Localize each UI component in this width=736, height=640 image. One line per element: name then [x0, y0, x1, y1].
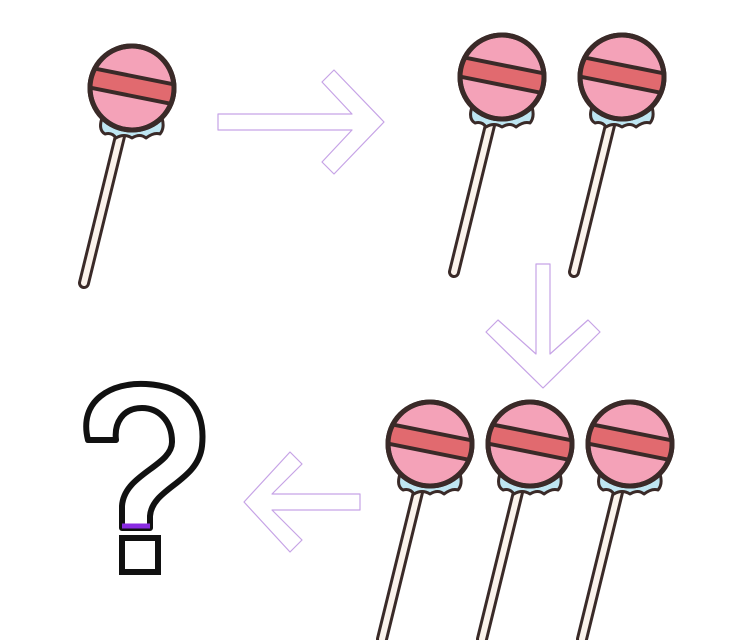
arrow-right-icon — [217, 69, 385, 175]
group-two-lollipops — [452, 35, 672, 272]
lollipop-icon — [452, 35, 552, 272]
lollipop-icon — [82, 46, 182, 283]
lollipop-icon — [380, 402, 480, 639]
group-three-lollipops — [380, 402, 680, 639]
arrow-left-icon — [243, 451, 361, 553]
group-one-lollipop — [82, 46, 182, 283]
lollipop-icon — [480, 402, 580, 639]
question-mark-icon — [83, 380, 206, 575]
lollipop-icon — [572, 35, 672, 272]
arrow-down-icon — [485, 263, 601, 389]
lollipop-icon — [580, 402, 680, 639]
